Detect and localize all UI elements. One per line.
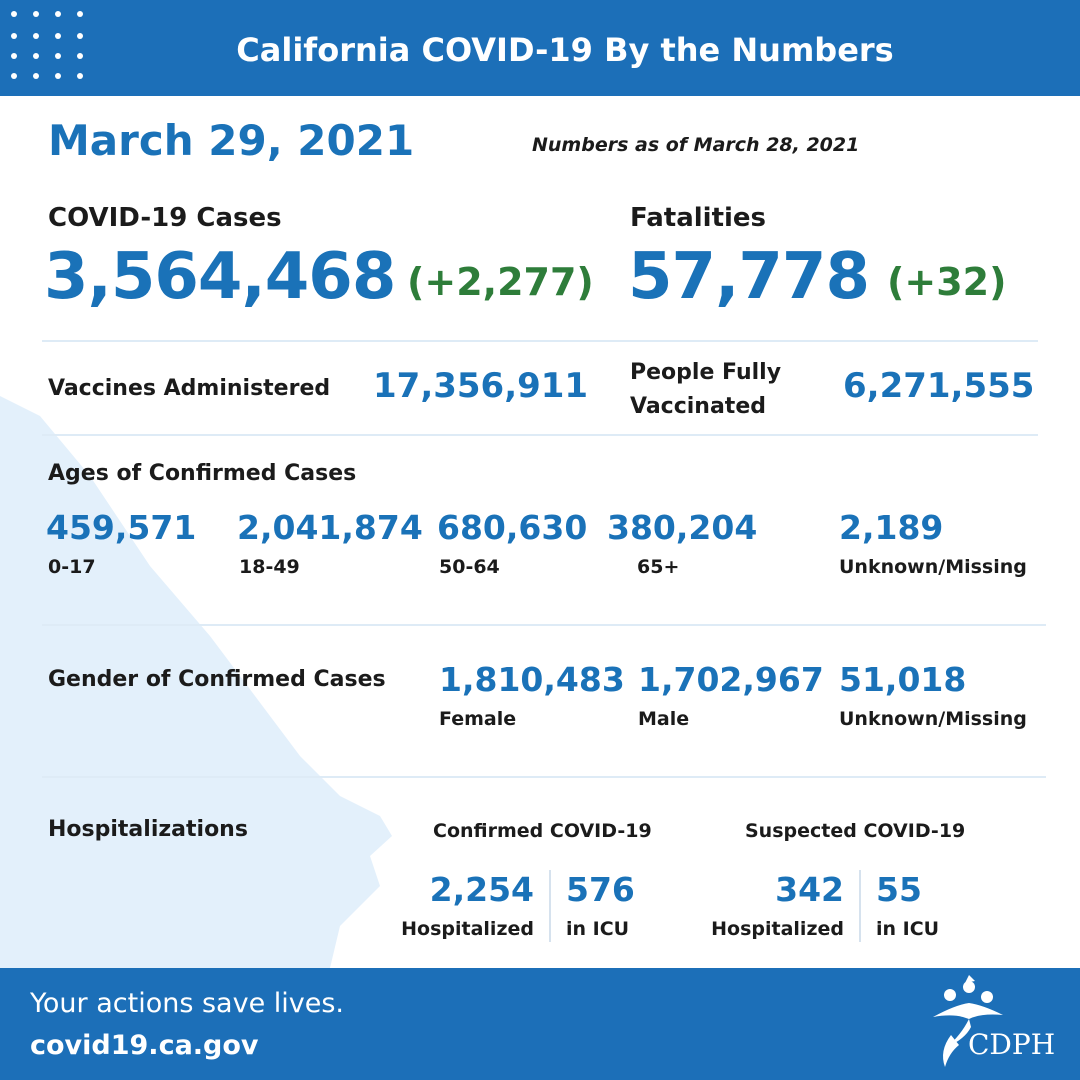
divider	[42, 434, 1038, 436]
ages-title: Ages of Confirmed Cases	[48, 461, 357, 486]
gender-value: 1,702,967	[638, 660, 824, 699]
footer-url[interactable]: covid19.ca.gov	[30, 1030, 259, 1061]
confirmed-icu-label: in ICU	[566, 918, 630, 940]
page-title: California COVID-19 By the Numbers	[236, 31, 894, 69]
age-value: 380,204	[607, 508, 758, 547]
suspected-icu-label: in ICU	[876, 918, 940, 940]
footer-tagline: Your actions save lives.	[30, 988, 345, 1019]
divider	[859, 870, 861, 942]
suspected-icu-value: 55	[876, 870, 922, 909]
divider	[549, 870, 551, 942]
cases-label: COVID-19 Cases	[48, 203, 282, 233]
dots-decoration-icon	[11, 11, 83, 79]
hospitalizations-title: Hospitalizations	[48, 817, 248, 842]
fatalities-change: (+32)	[887, 260, 1007, 304]
age-label: 0-17	[48, 556, 96, 578]
divider	[42, 624, 1046, 626]
gender-value: 51,018	[839, 660, 967, 699]
gender-label: Male	[638, 708, 690, 730]
footer-bar	[0, 968, 1080, 1080]
cases-change: (+2,277)	[407, 260, 594, 304]
suspected-hospitalized-value: 342	[775, 870, 844, 909]
fully-vaccinated-value: 6,271,555	[843, 366, 1035, 406]
divider	[42, 340, 1038, 342]
divider	[42, 776, 1046, 778]
age-label: 50-64	[439, 556, 500, 578]
age-value: 2,189	[839, 508, 944, 547]
age-value: 459,571	[46, 508, 197, 547]
cases-value: 3,564,468	[44, 240, 396, 314]
age-value: 680,630	[437, 508, 588, 547]
fatalities-label: Fatalities	[630, 203, 767, 233]
cdph-logo-icon	[933, 975, 1003, 1067]
confirmed-title: Confirmed COVID-19	[433, 820, 652, 842]
gender-label: Unknown/Missing	[839, 708, 1027, 730]
report-date: March 29, 2021	[48, 116, 415, 165]
confirmed-hospitalized-label: Hospitalized	[401, 918, 534, 940]
age-value: 2,041,874	[237, 508, 423, 547]
age-label: Unknown/Missing	[839, 556, 1027, 578]
suspected-title: Suspected COVID-19	[745, 820, 966, 842]
gender-label: Female	[439, 708, 517, 730]
fatalities-value: 57,778	[628, 240, 870, 314]
fully-vaccinated-label-line2: Vaccinated	[630, 394, 766, 419]
vaccines-label: Vaccines Administered	[48, 376, 331, 401]
california-map-icon	[0, 396, 392, 968]
confirmed-icu-value: 576	[566, 870, 635, 909]
age-label: 18-49	[239, 556, 300, 578]
suspected-hospitalized-label: Hospitalized	[711, 918, 844, 940]
gender-value: 1,810,483	[439, 660, 625, 699]
as-of-note: Numbers as of March 28, 2021	[532, 134, 860, 156]
vaccines-value: 17,356,911	[373, 366, 589, 406]
cdph-logo-text: CDPH	[968, 1028, 1056, 1061]
confirmed-hospitalized-value: 2,254	[429, 870, 534, 909]
header-bar	[0, 0, 1080, 96]
age-label: 65+	[637, 556, 680, 578]
fully-vaccinated-label-line1: People Fully	[630, 360, 782, 385]
gender-title: Gender of Confirmed Cases	[48, 667, 386, 692]
